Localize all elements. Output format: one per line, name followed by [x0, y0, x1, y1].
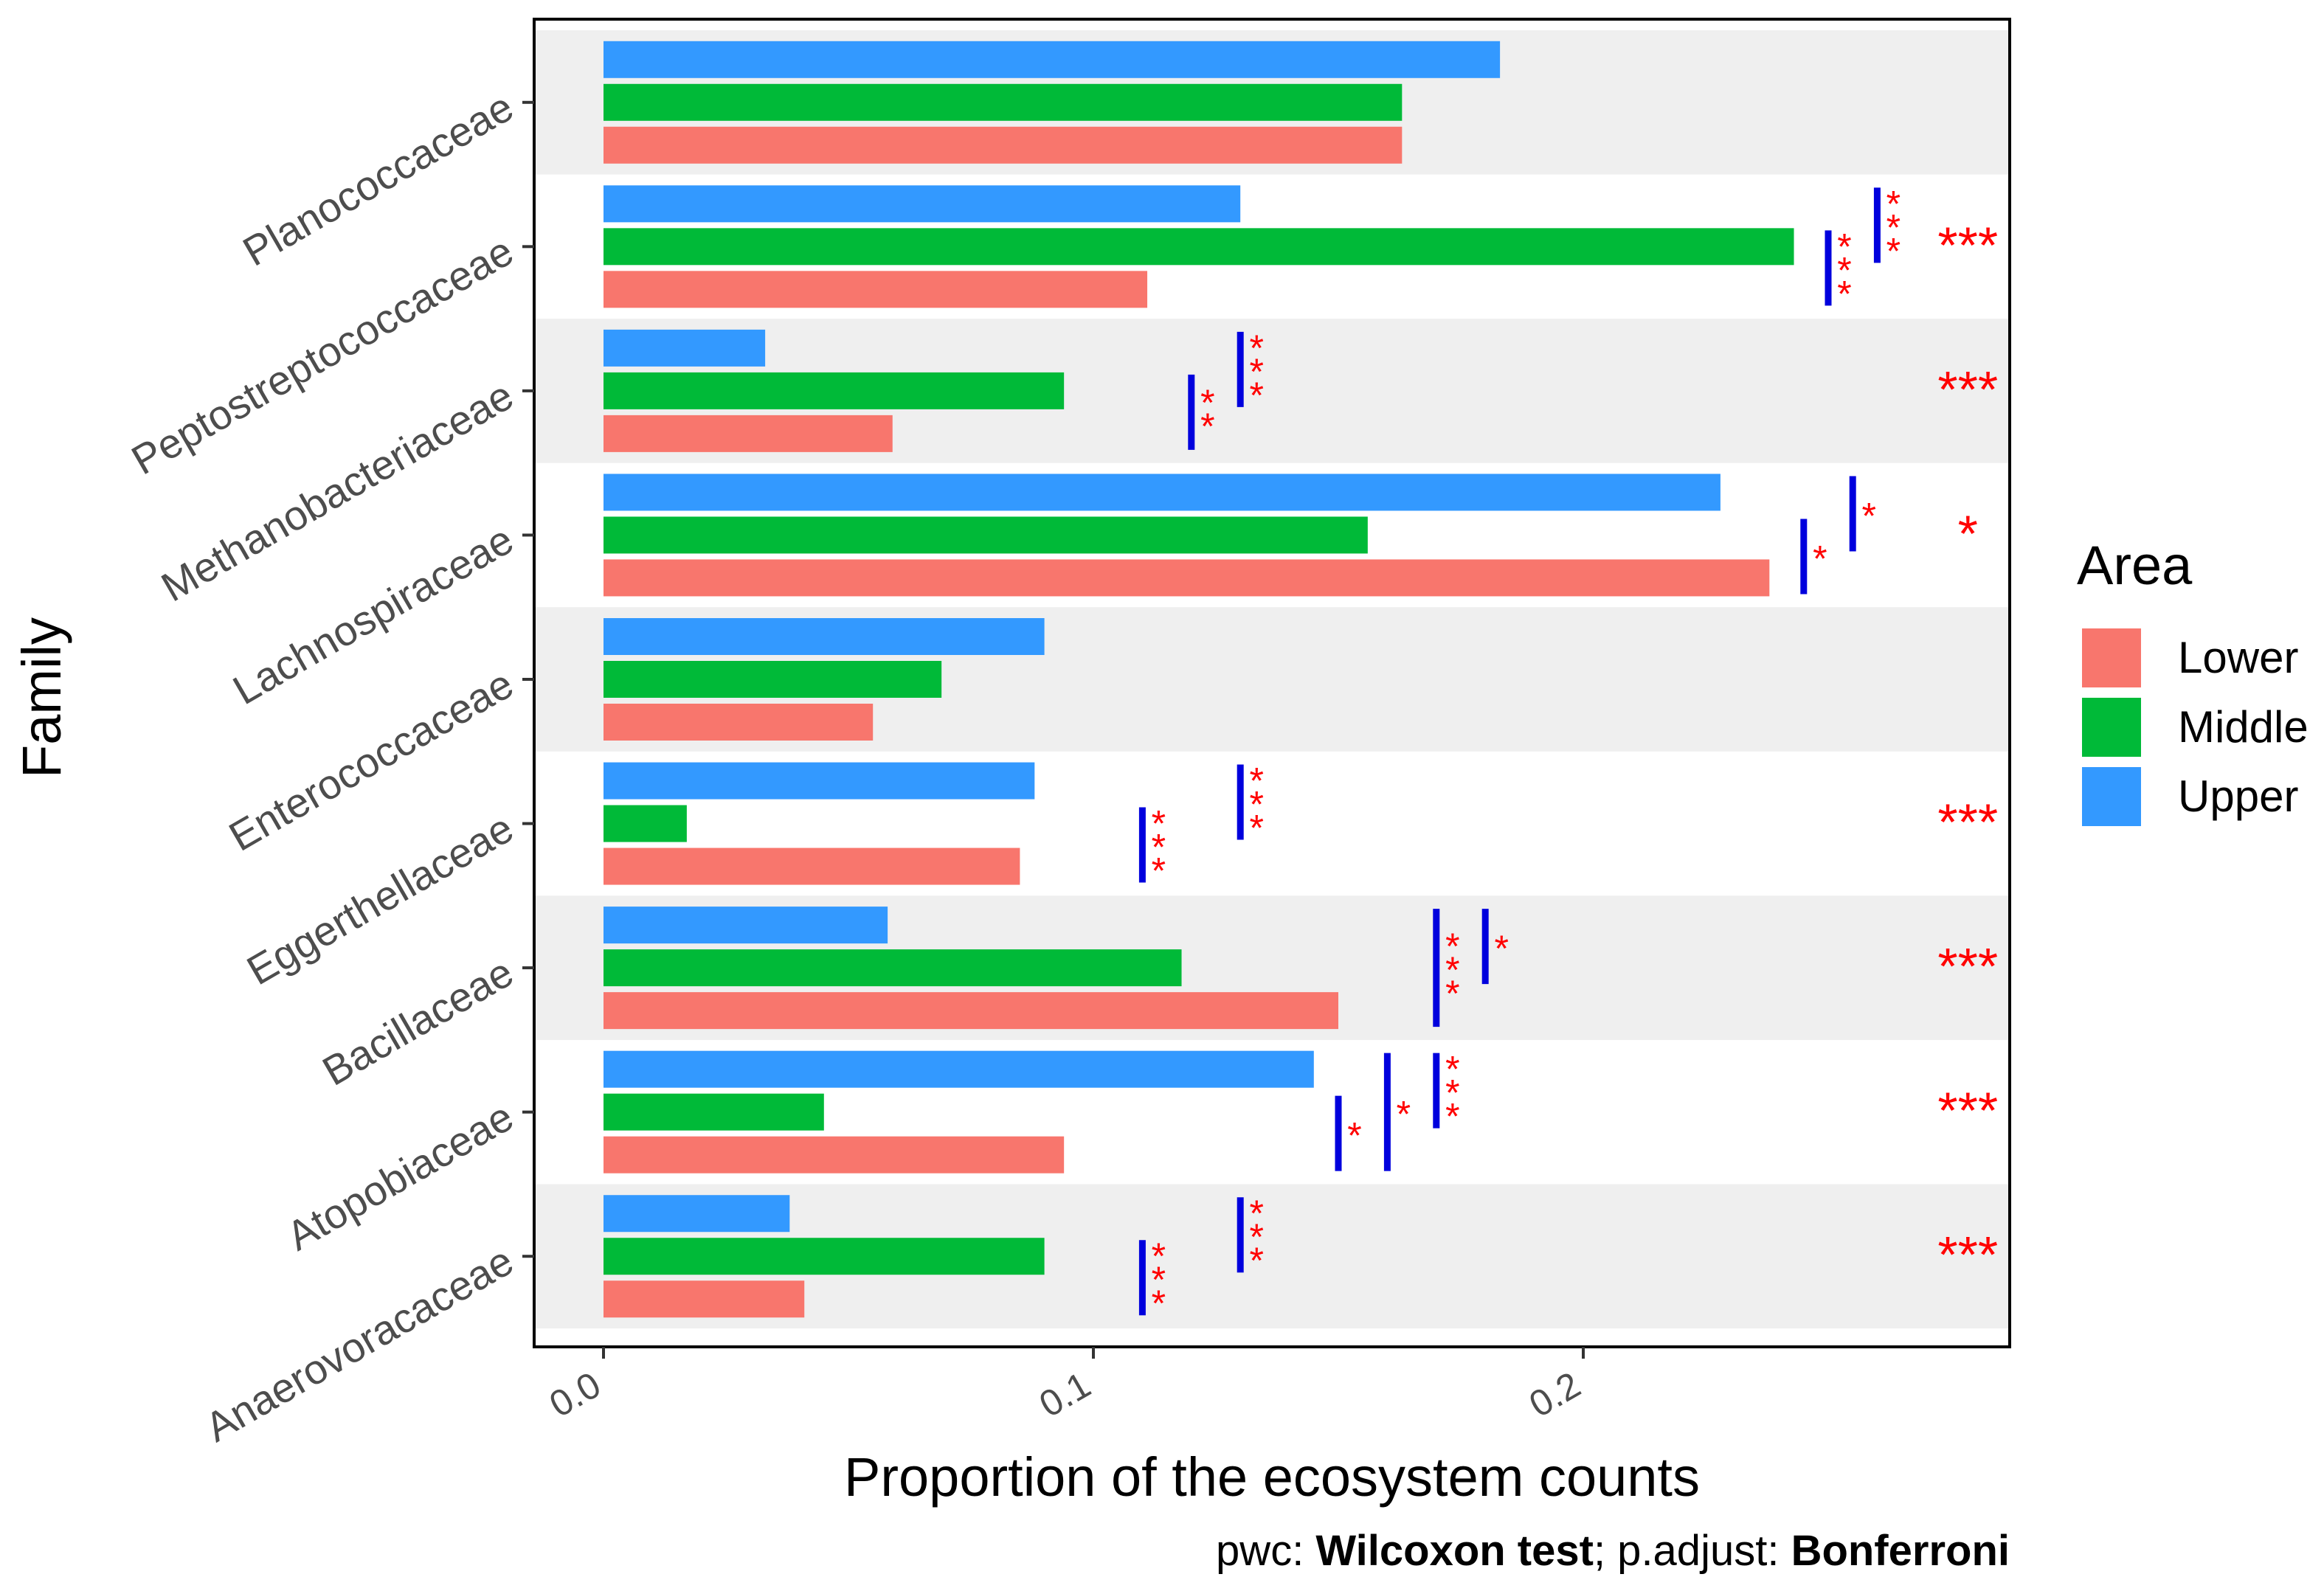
- caption-test: Wilcoxon test: [1315, 1527, 1594, 1575]
- overall-significance-bacillaceae: ***: [1937, 937, 1998, 995]
- pairwise-significance-label: *: [1861, 495, 1875, 536]
- bar-upper-methanobacteriaceae: [604, 329, 766, 367]
- bar-middle-methanobacteriaceae: [604, 372, 1065, 409]
- bar-middle-eggerthellaceae: [604, 805, 687, 842]
- y-axis-title: Family: [11, 617, 72, 778]
- pairwise-significance-label: * * *: [1886, 183, 1901, 271]
- pairwise-significance-label: * * *: [1249, 327, 1263, 416]
- pairwise-significance-label: * * *: [1249, 760, 1263, 849]
- y-axis: PlanococcaceaePeptostreptococcaceaeMetha…: [124, 83, 534, 1451]
- bar-lower-eggerthellaceae: [604, 848, 1020, 885]
- caption-method: Bonferroni: [1791, 1527, 2010, 1575]
- bar-upper-lachnospiraceae: [604, 474, 1720, 511]
- x-tick-label: 0.2: [1522, 1364, 1587, 1425]
- legend-swatch-middle: [2082, 698, 2141, 757]
- pairwise-significance-label: * * *: [1152, 803, 1166, 892]
- x-axis: 0.0 0.1 0.2: [542, 1347, 1588, 1425]
- pairwise-significance-label: * * *: [1445, 926, 1459, 1014]
- x-tick-label: 0.0: [542, 1364, 607, 1425]
- y-tick-label-atopobiaceae: Atopobiaceae: [279, 1092, 521, 1259]
- significance-annotations: ******************** * ** * ** * ** **** * ** * ***…: [1138, 183, 1998, 1324]
- bar-lower-planococcaceae: [604, 126, 1403, 164]
- pairwise-significance-label: * * *: [1445, 1049, 1459, 1137]
- overall-significance-peptostreptococcaceae: ***: [1937, 216, 1998, 274]
- caption-prefix: pwc:: [1216, 1527, 1315, 1575]
- bar-lower-enterococcaceae: [604, 704, 874, 741]
- bar-middle-lachnospiraceae: [604, 516, 1368, 554]
- bar-middle-enterococcaceae: [604, 661, 942, 698]
- legend-swatch-lower: [2082, 628, 2141, 687]
- pairwise-significance-label: * * *: [1152, 1235, 1166, 1324]
- bar-lower-anaerovoracaceae: [604, 1280, 805, 1318]
- bar-upper-planococcaceae: [604, 41, 1501, 78]
- pairwise-significance-label: * * *: [1249, 1193, 1263, 1281]
- caption-mid: ; p.adjust:: [1594, 1527, 1791, 1575]
- legend-label-upper: Upper: [2178, 772, 2298, 821]
- legend: Area Lower Middle Upper: [2077, 535, 2309, 826]
- overall-significance-methanobacteriaceae: ***: [1937, 361, 1998, 418]
- y-tick-label-anaerovoracaceae: Anaerovoracaceae: [197, 1237, 521, 1451]
- bar-middle-peptostreptococcaceae: [604, 228, 1794, 266]
- legend-title: Area: [2077, 535, 2193, 596]
- bar-middle-atopobiaceae: [604, 1093, 824, 1131]
- bar-lower-methanobacteriaceae: [604, 415, 893, 452]
- caption: pwc: Wilcoxon test; p.adjust: Bonferroni: [1216, 1527, 2010, 1575]
- bar-upper-eggerthellaceae: [604, 762, 1035, 800]
- bar-lower-bacillaceae: [604, 992, 1338, 1030]
- bar-upper-peptostreptococcaceae: [604, 185, 1241, 223]
- bars: [604, 41, 1794, 1318]
- bar-upper-atopobiaceae: [604, 1050, 1314, 1088]
- y-tick-label-bacillaceae: Bacillaceae: [314, 949, 521, 1095]
- pairwise-significance-label: *: [1813, 538, 1827, 579]
- legend-swatch-upper: [2082, 767, 2141, 826]
- bar-lower-lachnospiraceae: [604, 559, 1770, 597]
- bar-middle-anaerovoracaceae: [604, 1238, 1045, 1275]
- overall-significance-lachnospiraceae: *: [1958, 505, 1978, 562]
- bar-lower-atopobiaceae: [604, 1136, 1065, 1174]
- bar-upper-bacillaceae: [604, 907, 888, 944]
- pairwise-significance-label: *: [1397, 1094, 1411, 1135]
- x-tick-label: 0.1: [1032, 1364, 1097, 1425]
- pairwise-significance-label: * *: [1200, 382, 1214, 447]
- legend-label-lower: Lower: [2178, 633, 2298, 682]
- pairwise-significance-label: * * *: [1837, 226, 1851, 314]
- bar-upper-enterococcaceae: [604, 618, 1045, 655]
- overall-significance-anaerovoracaceae: ***: [1937, 1226, 1998, 1283]
- pairwise-significance-label: *: [1347, 1115, 1361, 1157]
- x-axis-title: Proportion of the ecosystem counts: [844, 1446, 1700, 1508]
- pairwise-significance-label: *: [1494, 928, 1508, 969]
- overall-significance-eggerthellaceae: ***: [1937, 794, 1998, 851]
- bar-middle-bacillaceae: [604, 949, 1182, 987]
- bar-lower-peptostreptococcaceae: [604, 271, 1148, 308]
- bar-middle-planococcaceae: [604, 83, 1403, 121]
- plot-frame: [533, 18, 2011, 1348]
- legend-label-middle: Middle: [2178, 702, 2309, 752]
- bar-upper-anaerovoracaceae: [604, 1195, 790, 1233]
- overall-significance-atopobiaceae: ***: [1937, 1082, 1998, 1140]
